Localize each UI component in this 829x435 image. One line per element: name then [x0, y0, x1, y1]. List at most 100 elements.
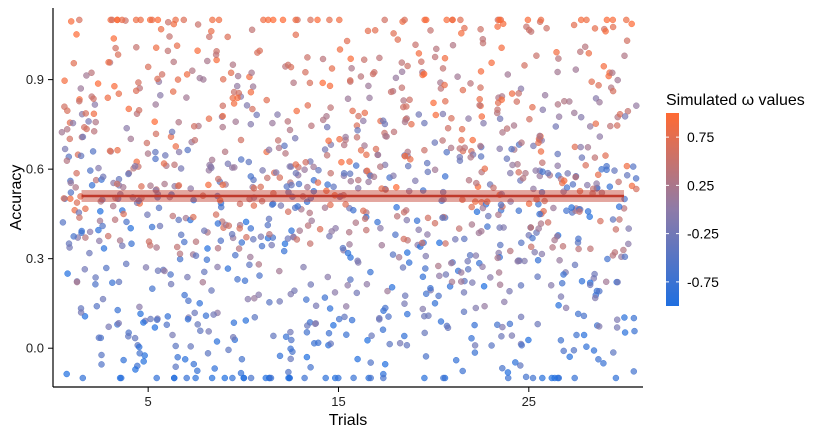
data-point — [454, 73, 461, 80]
data-point — [327, 340, 334, 347]
data-point — [539, 374, 546, 382]
data-point — [347, 276, 354, 283]
data-point — [431, 139, 439, 146]
data-point — [569, 181, 577, 188]
data-point — [229, 374, 236, 382]
data-point — [192, 238, 200, 245]
data-point — [208, 27, 215, 35]
data-point — [348, 316, 356, 324]
data-point — [119, 242, 126, 250]
data-point — [576, 187, 584, 195]
data-point — [293, 236, 301, 243]
data-point — [327, 104, 334, 111]
data-point — [89, 148, 97, 155]
data-point — [360, 207, 367, 215]
data-point — [380, 374, 387, 382]
data-point — [131, 162, 139, 170]
data-point — [456, 145, 464, 152]
data-point — [449, 41, 457, 49]
data-point — [594, 171, 602, 179]
data-point — [621, 253, 629, 261]
data-point — [288, 181, 295, 189]
data-point — [111, 82, 118, 90]
data-point — [105, 59, 112, 66]
data-point — [69, 119, 77, 127]
data-point — [115, 278, 123, 286]
data-point — [346, 241, 353, 248]
data-point — [591, 154, 599, 161]
data-point — [584, 144, 592, 151]
data-point — [469, 279, 476, 286]
data-point — [61, 145, 69, 153]
data-point — [424, 231, 431, 238]
data-point — [629, 163, 637, 170]
data-point — [431, 166, 439, 174]
data-point — [114, 146, 121, 154]
data-point — [457, 16, 464, 24]
data-point — [437, 318, 445, 325]
data-point — [132, 366, 139, 373]
data-point — [568, 204, 575, 211]
data-point — [192, 252, 200, 259]
data-point — [577, 143, 584, 151]
data-point — [60, 195, 68, 202]
data-point — [219, 112, 226, 120]
data-point — [392, 74, 400, 82]
data-point — [338, 158, 345, 166]
data-point — [398, 84, 406, 91]
data-point — [435, 262, 442, 270]
data-point — [589, 185, 597, 193]
data-point — [562, 304, 570, 312]
data-point — [613, 122, 621, 129]
data-point — [518, 239, 525, 247]
data-point — [336, 16, 343, 24]
data-point — [408, 120, 415, 128]
data-point — [381, 16, 388, 24]
data-point — [484, 223, 491, 230]
data-point — [547, 282, 555, 289]
data-point — [477, 68, 485, 75]
data-point — [621, 52, 628, 60]
data-point — [595, 323, 603, 330]
data-point — [205, 328, 212, 335]
data-point — [443, 16, 450, 24]
data-point — [295, 180, 303, 188]
data-point — [402, 207, 410, 214]
data-point — [427, 27, 434, 34]
data-point — [96, 237, 103, 245]
data-point — [354, 355, 361, 363]
data-point — [403, 341, 411, 349]
data-point — [246, 261, 253, 269]
data-point — [219, 76, 227, 83]
data-point — [95, 164, 102, 172]
y-tick-label: 0.0 — [26, 341, 44, 356]
data-point — [255, 291, 262, 299]
data-point — [164, 18, 172, 26]
data-point — [360, 117, 367, 125]
data-point — [596, 287, 603, 295]
data-point — [191, 136, 199, 144]
data-point — [473, 208, 481, 216]
data-point — [496, 16, 503, 24]
data-point — [407, 156, 414, 163]
data-point — [219, 102, 227, 110]
data-point — [533, 52, 540, 59]
data-point — [212, 211, 220, 218]
data-point — [136, 303, 143, 311]
data-point — [79, 133, 87, 141]
data-point — [421, 374, 428, 382]
data-point — [245, 158, 253, 166]
data-point — [532, 167, 539, 174]
data-point — [82, 110, 90, 117]
data-point — [76, 16, 83, 24]
data-point — [268, 241, 275, 249]
data-point — [308, 217, 315, 225]
data-point — [95, 334, 103, 341]
data-point — [421, 119, 428, 127]
data-point — [135, 107, 143, 114]
data-point — [398, 68, 406, 76]
data-point — [602, 152, 609, 159]
data-point — [63, 157, 71, 164]
data-point — [413, 217, 421, 224]
data-point — [620, 246, 627, 254]
